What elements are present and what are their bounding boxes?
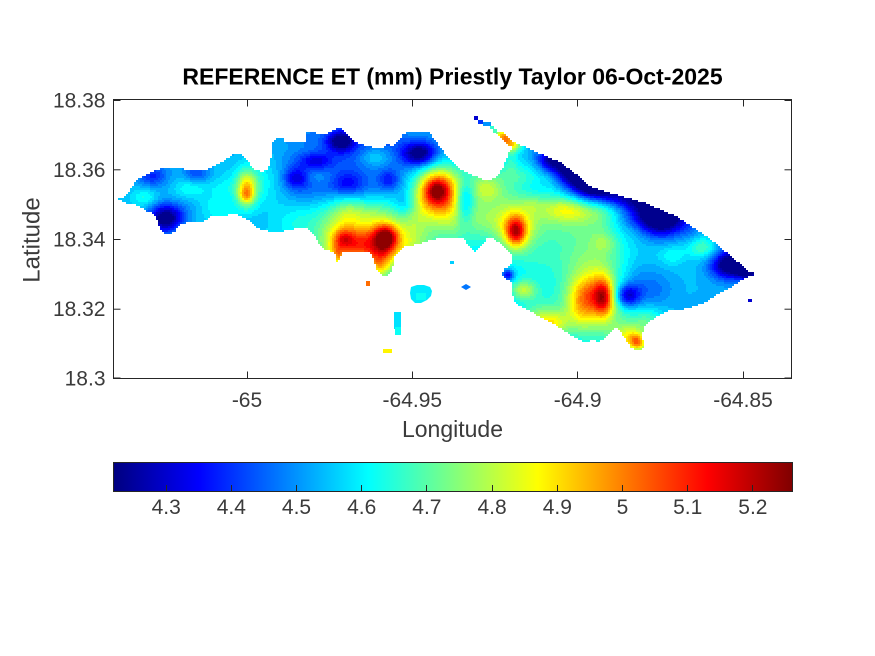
svg-text:-64.9: -64.9 xyxy=(554,389,602,412)
svg-text:4.3: 4.3 xyxy=(152,496,181,519)
svg-text:4.5: 4.5 xyxy=(282,496,311,519)
svg-text:4.9: 4.9 xyxy=(543,496,572,519)
svg-text:5.2: 5.2 xyxy=(738,496,767,519)
svg-text:REFERENCE ET (mm) Priestly Tay: REFERENCE ET (mm) Priestly Taylor 06-Oct… xyxy=(182,64,722,90)
svg-text:5.1: 5.1 xyxy=(673,496,702,519)
svg-text:18.3: 18.3 xyxy=(65,368,106,391)
svg-text:-65: -65 xyxy=(232,389,262,412)
svg-text:-64.85: -64.85 xyxy=(713,389,773,412)
svg-text:4.6: 4.6 xyxy=(347,496,376,519)
svg-text:18.38: 18.38 xyxy=(53,90,106,113)
svg-text:18.34: 18.34 xyxy=(53,229,106,252)
svg-text:Latitude: Latitude xyxy=(19,197,46,282)
svg-text:4.7: 4.7 xyxy=(412,496,441,519)
svg-text:4.8: 4.8 xyxy=(477,496,506,519)
svg-text:18.36: 18.36 xyxy=(53,159,106,182)
svg-text:18.32: 18.32 xyxy=(53,298,106,321)
svg-text:Longitude: Longitude xyxy=(402,416,503,442)
svg-text:4.4: 4.4 xyxy=(217,496,247,519)
svg-text:-64.95: -64.95 xyxy=(383,389,443,412)
svg-text:5: 5 xyxy=(617,496,629,519)
